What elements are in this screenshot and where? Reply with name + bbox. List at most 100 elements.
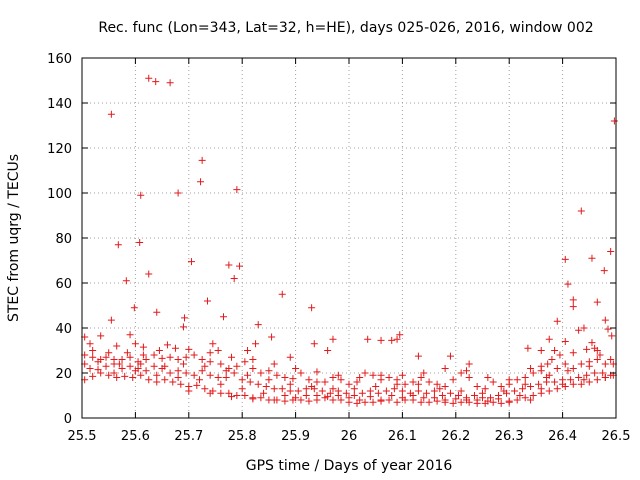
data-point (153, 308, 161, 316)
data-point (110, 369, 118, 377)
data-point (425, 378, 433, 386)
data-point (137, 191, 145, 199)
data-point (398, 394, 406, 402)
data-point (535, 380, 543, 388)
data-point (516, 392, 524, 399)
data-point (350, 385, 358, 393)
data-point (318, 387, 326, 395)
data-point (537, 385, 545, 393)
data-point (270, 385, 278, 393)
data-point (270, 396, 278, 404)
data-point (356, 396, 364, 404)
data-point (241, 392, 249, 399)
data-point (561, 255, 569, 263)
y-tick-label: 0 (64, 412, 72, 427)
data-point (484, 374, 492, 381)
data-point (257, 369, 265, 377)
data-point (521, 380, 529, 388)
data-point (297, 369, 305, 377)
data-point (265, 367, 273, 375)
data-point (409, 392, 417, 399)
data-point (273, 371, 281, 379)
data-point (505, 376, 513, 384)
x-tick-label: 26.4 (548, 429, 577, 444)
data-point (580, 376, 588, 384)
data-point (308, 383, 316, 390)
data-point (228, 353, 236, 361)
data-point (599, 369, 607, 377)
data-point (195, 376, 203, 384)
data-point (252, 340, 260, 348)
data-point (591, 344, 599, 352)
data-point (388, 392, 396, 399)
chart-title: Rec. func (Lon=343, Lat=32, h=HE), days … (98, 20, 593, 36)
data-point (588, 339, 596, 347)
data-point (608, 332, 616, 340)
data-point (236, 262, 244, 270)
data-point (86, 340, 94, 348)
data-point (174, 356, 182, 363)
data-point (529, 392, 537, 399)
data-point (197, 178, 205, 186)
data-point (569, 365, 577, 372)
data-point (457, 387, 465, 395)
data-point (577, 207, 585, 215)
data-point (166, 79, 174, 87)
data-point (585, 378, 593, 386)
data-point (105, 349, 113, 357)
data-point (139, 351, 147, 359)
data-point (244, 371, 252, 379)
data-point (422, 389, 430, 397)
data-point (171, 344, 179, 352)
data-point (190, 371, 198, 379)
data-point (262, 383, 270, 390)
data-point (292, 365, 300, 372)
y-tick-label: 120 (47, 142, 72, 157)
data-point (377, 371, 385, 379)
data-point (462, 396, 470, 404)
data-point (452, 395, 460, 403)
data-point (118, 365, 126, 372)
data-point (553, 365, 561, 372)
data-point (123, 349, 131, 357)
data-point (174, 367, 182, 375)
data-point (292, 394, 300, 402)
data-point (414, 380, 422, 388)
data-point (121, 372, 129, 380)
data-point (185, 345, 193, 353)
data-point (297, 396, 305, 404)
data-point (420, 369, 428, 377)
data-point (105, 371, 113, 379)
data-point (398, 387, 406, 395)
y-axis-ticks: 0 20 40 60 80 100 120 140 160 (47, 52, 616, 427)
data-point (593, 298, 601, 306)
data-point (465, 374, 473, 381)
data-point (233, 186, 241, 194)
data-point (601, 360, 609, 368)
data-point (601, 316, 609, 324)
data-point (521, 374, 529, 381)
data-point (433, 380, 441, 388)
data-point (588, 254, 596, 262)
data-point (559, 380, 567, 388)
data-point (139, 343, 147, 351)
data-point (350, 392, 358, 399)
data-point (113, 342, 121, 350)
data-point (136, 239, 144, 246)
data-point (385, 396, 393, 404)
data-point (145, 270, 153, 278)
data-point (585, 362, 593, 370)
data-point (268, 333, 276, 341)
data-point (203, 297, 211, 305)
data-point (152, 78, 160, 86)
data-point (126, 362, 134, 370)
data-point (583, 371, 591, 379)
data-point (548, 356, 556, 363)
x-tick-label: 26 (341, 429, 358, 444)
data-point (377, 396, 385, 404)
data-point (313, 392, 321, 399)
data-point (126, 353, 134, 361)
data-point (601, 374, 609, 381)
data-point (446, 389, 454, 397)
data-point (441, 383, 449, 390)
